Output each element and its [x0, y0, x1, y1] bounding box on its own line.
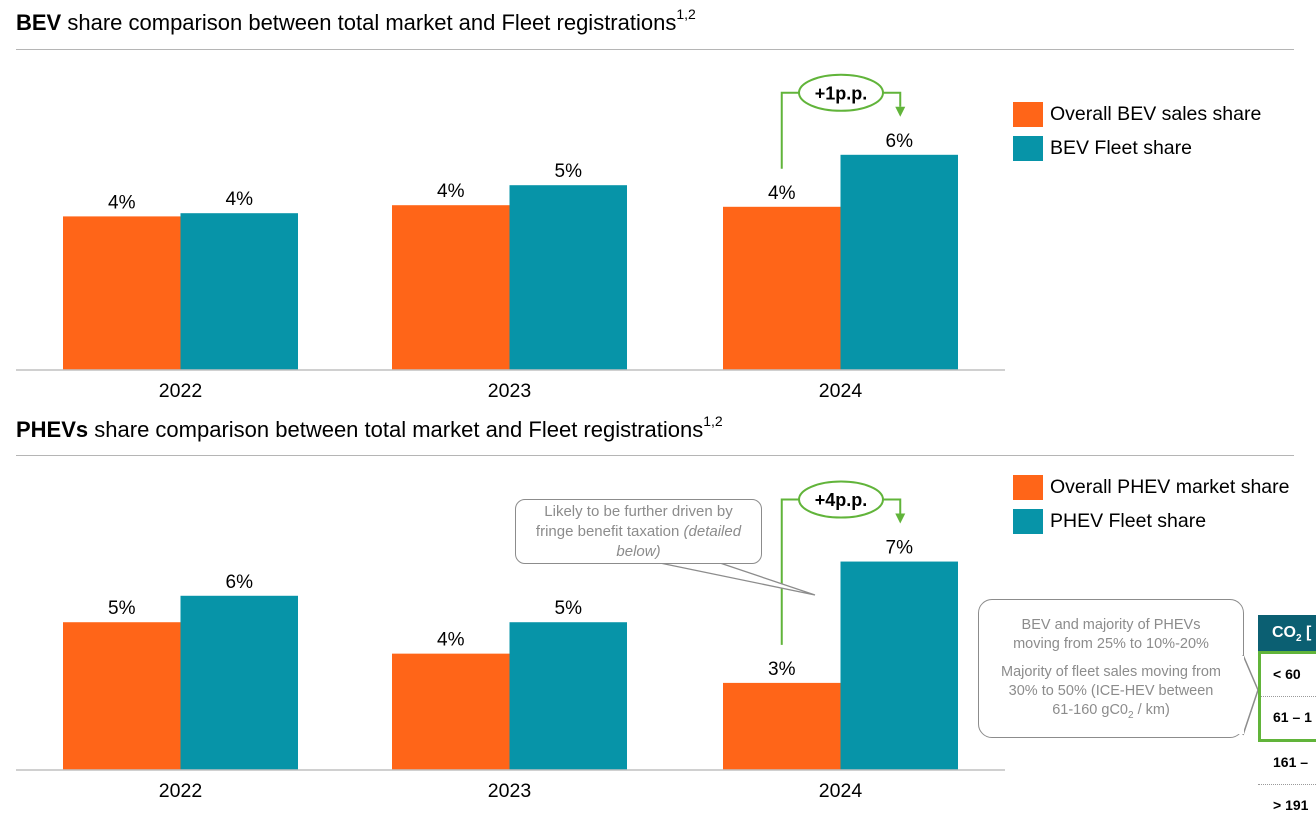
- phev-legend-overall-label: Overall PHEV market share: [1050, 475, 1290, 498]
- data-label: 4%: [437, 181, 465, 202]
- data-label: 6%: [886, 131, 914, 152]
- callout-pointer: [659, 562, 816, 596]
- x-tick-label: 2022: [159, 380, 202, 402]
- phev-chart-title: PHEVs share comparison between total mar…: [16, 413, 723, 443]
- fringe-benefit-callout-text: Likely to be further driven by fringe be…: [535, 503, 733, 540]
- bev-legend-fleet: BEV Fleet share: [1013, 131, 1261, 165]
- bev-title-text: share comparison between total market an…: [61, 10, 677, 35]
- tax-rate-note-pointer: [1236, 654, 1259, 736]
- growth-badge: [798, 73, 884, 112]
- bar: [840, 561, 958, 770]
- tax-rate-note-line1: BEV and majority of PHEVs moving from 25…: [1013, 617, 1209, 652]
- overall-swatch: [1013, 101, 1043, 127]
- co2-header-sub: 2: [1296, 633, 1302, 645]
- phev-legend-overall: Overall PHEV market share: [1013, 470, 1290, 504]
- bar: [63, 622, 181, 770]
- growth-badge: [798, 480, 884, 519]
- overall-swatch: [1013, 474, 1043, 500]
- data-label: 4%: [437, 630, 465, 651]
- co2-header-text: CO: [1272, 624, 1296, 641]
- tax-rate-note-line2-end: / km): [1133, 702, 1170, 718]
- phev-title-divider: [16, 455, 1294, 456]
- bar: [180, 213, 298, 370]
- tax-rate-note-callout: BEV and majority of PHEVs moving from 25…: [978, 599, 1244, 738]
- bar: [180, 595, 298, 770]
- data-label: 4%: [226, 189, 254, 210]
- tax-rate-note-line2-text: Majority of fleet sales moving from 30% …: [1001, 664, 1221, 718]
- bar: [392, 653, 510, 770]
- growth-arrowhead: [895, 106, 906, 117]
- co2-table-header: CO2 [: [1258, 615, 1316, 651]
- co2-row: 161 –: [1258, 742, 1316, 785]
- x-tick-label: 2024: [819, 380, 863, 402]
- co2-header-rest: [: [1301, 624, 1312, 641]
- fringe-benefit-callout: Likely to be further driven by fringe be…: [515, 499, 762, 564]
- data-label: 6%: [226, 572, 254, 593]
- co2-row: < 60: [1261, 654, 1316, 697]
- bar: [509, 185, 627, 370]
- data-label: 4%: [108, 192, 136, 213]
- phev-title-bold: PHEVs: [16, 417, 89, 442]
- bar: [63, 216, 181, 370]
- data-label: 7%: [886, 538, 914, 559]
- bev-legend-overall: Overall BEV sales share: [1013, 97, 1261, 131]
- data-label: 5%: [108, 598, 136, 619]
- growth-label: +1p.p.: [815, 83, 868, 103]
- x-tick-label: 2023: [488, 780, 531, 802]
- bev-chart-title: BEV share comparison between total marke…: [16, 6, 696, 36]
- tax-rate-note-line2: Majority of fleet sales moving from 30% …: [999, 663, 1223, 725]
- bev-title-footnote: 1,2: [676, 6, 696, 22]
- fleet-swatch: [1013, 508, 1043, 534]
- x-tick-label: 2022: [159, 780, 202, 802]
- co2-row: 61 – 1: [1273, 709, 1312, 725]
- growth-arrowhead: [895, 513, 906, 524]
- bev-legend-overall-label: Overall BEV sales share: [1050, 102, 1262, 125]
- bev-legend: Overall BEV sales share BEV Fleet share: [1013, 97, 1261, 165]
- bar: [723, 206, 841, 370]
- bev-title-divider: [16, 49, 1294, 50]
- bar: [723, 682, 841, 770]
- data-label: 5%: [555, 161, 583, 182]
- data-label: 5%: [555, 598, 583, 619]
- tax-rate-note-line2-sub: 2: [1127, 709, 1134, 721]
- data-label: 4%: [768, 183, 796, 204]
- bev-title-bold: BEV: [16, 10, 62, 35]
- bar: [392, 205, 510, 370]
- x-tick-label: 2023: [488, 380, 531, 402]
- fleet-swatch: [1013, 135, 1043, 161]
- phev-legend-fleet-label: PHEV Fleet share: [1050, 509, 1207, 532]
- bar: [840, 154, 958, 370]
- co2-row: > 191: [1273, 797, 1309, 813]
- data-label: 3%: [768, 659, 796, 680]
- phev-title-footnote: 1,2: [703, 413, 723, 429]
- fringe-benefit-callout-italic: (detailed below): [616, 523, 742, 560]
- bar: [509, 622, 627, 770]
- bev-bar-chart: 4% 4% 2022 4% 5% 2023 4% 6% 2024 +1p.p.: [16, 73, 1005, 402]
- phev-legend-fleet: PHEV Fleet share: [1013, 504, 1290, 538]
- growth-label: +4p.p.: [815, 490, 868, 510]
- x-tick-label: 2024: [819, 780, 863, 802]
- co2-highlight-box: < 60 61 – 1: [1258, 651, 1316, 742]
- bev-legend-fleet-label: BEV Fleet share: [1050, 136, 1192, 159]
- phev-bar-chart: 5% 6% 2022 4% 5% 2023 3% 7% 2024 +4p.p.: [16, 480, 1005, 802]
- phev-title-text: share comparison between total market an…: [88, 417, 704, 442]
- co2-band-table: CO2 [ < 60 61 – 1 161 – > 191: [1258, 615, 1316, 827]
- phev-legend: Overall PHEV market share PHEV Fleet sha…: [1013, 470, 1290, 538]
